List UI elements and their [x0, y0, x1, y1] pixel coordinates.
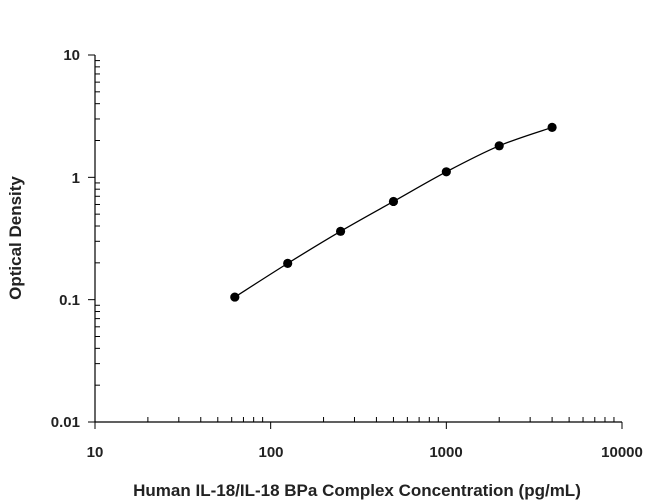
- data-point: [335, 226, 346, 236]
- ticks: [88, 54, 623, 429]
- y-tick-label-0.1: 0.1: [59, 292, 80, 309]
- data-point: [230, 292, 240, 302]
- data-point: [388, 196, 399, 207]
- tick-labels: 10 100 1000 10000 10 1 0.1 0.01: [51, 47, 643, 461]
- x-tick-label-1000: 1000: [429, 444, 462, 461]
- x-tick-label-10: 10: [87, 444, 104, 461]
- x-tick-label-10000: 10000: [601, 444, 643, 461]
- data-points: [230, 122, 557, 302]
- data-point: [283, 258, 293, 268]
- y-tick-label-0.01: 0.01: [51, 414, 80, 431]
- data-point: [494, 141, 504, 151]
- x-tick-label-100: 100: [258, 444, 283, 461]
- data-point: [547, 122, 557, 132]
- x-axis-title: Human IL-18/IL-18 BPa Complex Concentrat…: [133, 481, 581, 500]
- y-tick-label-1: 1: [72, 170, 80, 187]
- axes: [94, 55, 622, 423]
- data-point: [441, 167, 451, 177]
- y-tick-label-10: 10: [63, 47, 80, 64]
- y-axis-title: Optical Density: [6, 176, 25, 300]
- fitted-curve: [234, 126, 553, 298]
